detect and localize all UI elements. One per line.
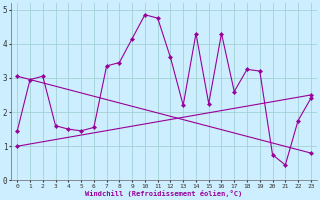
X-axis label: Windchill (Refroidissement éolien,°C): Windchill (Refroidissement éolien,°C): [85, 190, 243, 197]
